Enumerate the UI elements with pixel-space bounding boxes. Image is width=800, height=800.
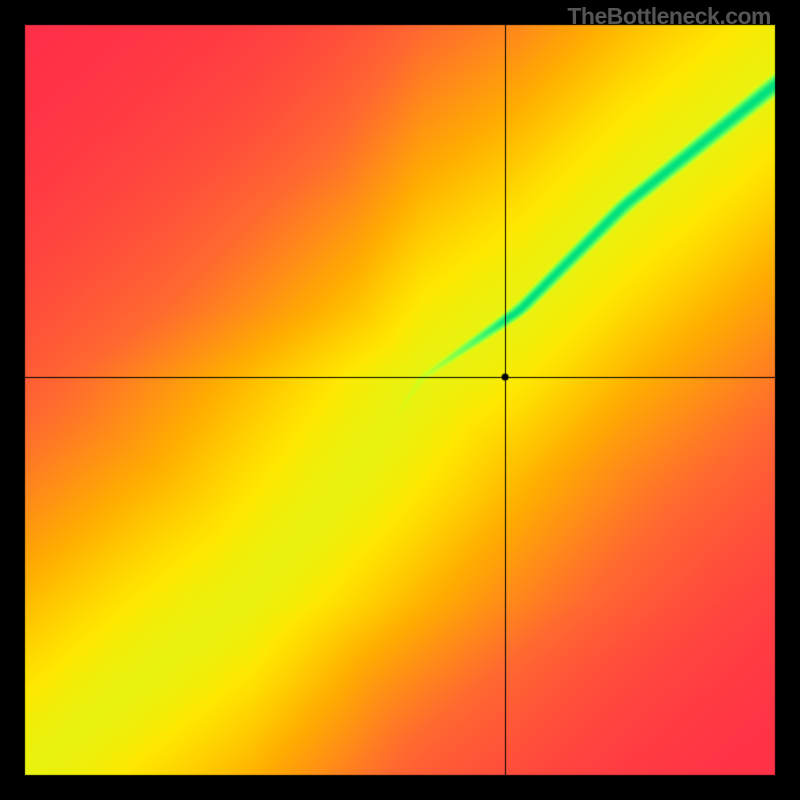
bottleneck-heatmap xyxy=(0,0,800,800)
watermark-text: TheBottleneck.com xyxy=(567,3,771,30)
